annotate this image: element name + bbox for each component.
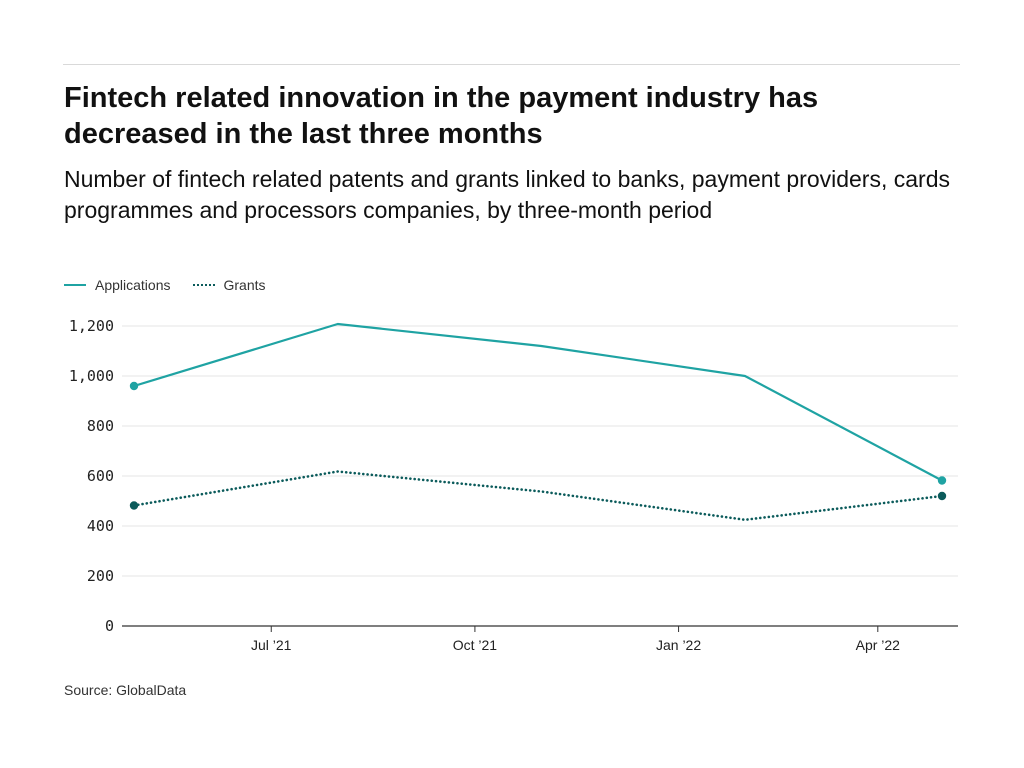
data-point-applications [937,476,947,485]
series-line-applications [132,322,944,482]
series-line-grants [132,470,944,522]
legend-swatch-grants [192,284,215,286]
x-tick-label: Jul ’21 [251,637,292,653]
legend-label-applications: Applications [95,277,171,293]
x-tick-label: Oct ’21 [453,637,498,653]
y-tick-label: 600 [87,467,114,485]
data-point-grants [129,501,139,510]
chart-subtitle: Number of fintech related patents and gr… [64,166,950,223]
top-rule [63,64,960,65]
data-point-applications [129,381,139,391]
legend-label-grants: Grants [223,277,266,293]
y-tick-label: 800 [87,417,114,435]
y-tick-label: 200 [87,567,114,585]
legend-item-grants: Grants [192,277,266,293]
legend: Applications Grants [64,274,288,296]
y-tick-label: 1,200 [69,317,114,335]
data-point-grants [937,491,947,501]
y-tick-label: 400 [87,517,114,535]
legend-swatch-applications [64,284,86,286]
chart-title: Fintech related innovation in the paymen… [64,82,819,150]
y-tick-label: 0 [105,617,114,635]
source-note: Source: GlobalData [64,682,187,698]
x-tick-label: Jan ’22 [656,637,701,653]
x-tick-label: Apr ’22 [856,637,901,653]
y-tick-label: 1,000 [69,367,114,385]
legend-item-applications: Applications [64,277,171,293]
